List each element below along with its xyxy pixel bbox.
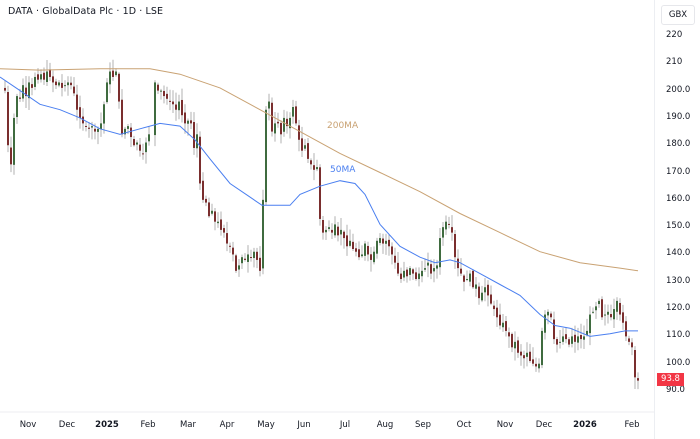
y-tick-label: 140.0: [666, 248, 691, 259]
x-tick-label: 2025: [95, 420, 119, 430]
y-tick-label: 160.0: [666, 193, 691, 204]
ma200-line: [0, 68, 639, 272]
candlestick-series: [4, 59, 639, 390]
x-tick-label: Jun: [297, 420, 311, 430]
x-tick-label: Apr: [219, 420, 235, 430]
y-tick-label: 200.0: [666, 84, 691, 95]
currency-selector[interactable]: GBX: [661, 5, 695, 25]
y-tick-label: 220: [666, 30, 683, 40]
ma50-line: [0, 76, 638, 337]
y-tick-label: 110.0: [666, 330, 691, 341]
x-tick-label: Jul: [339, 420, 351, 430]
y-tick-label: 120.0: [666, 303, 691, 314]
chart-title: DATA · GlobalData Plc · 1D · LSE: [8, 6, 164, 17]
x-tick-label: Aug: [376, 420, 394, 430]
ma50-label: 50MA: [330, 165, 356, 175]
y-tick-label: 150.0: [666, 221, 691, 232]
x-tick-label: Nov: [19, 420, 37, 430]
x-tick-label: Feb: [140, 420, 156, 430]
x-tick-label: Dec: [58, 420, 76, 430]
y-tick-label: 180.0: [666, 139, 691, 150]
x-tick-label: 2026: [573, 420, 597, 430]
last-price-label: 93.8: [657, 373, 684, 386]
price-chart[interactable]: [0, 0, 655, 439]
y-tick-label: 100.0: [666, 357, 691, 368]
ma200-label: 200MA: [327, 121, 359, 131]
x-tick-label: Dec: [535, 420, 553, 430]
x-tick-label: Oct: [456, 420, 472, 430]
x-tick-label: May: [257, 420, 275, 430]
y-tick-label: 130.0: [666, 275, 691, 286]
x-tick-label: Feb: [624, 420, 640, 430]
x-tick-label: Mar: [179, 420, 197, 430]
y-tick-label: 90.0: [666, 385, 685, 395]
y-tick-label: 190.0: [666, 111, 691, 122]
x-tick-label: Sep: [414, 420, 432, 430]
y-tick-label: 210: [666, 57, 683, 68]
y-tick-label: 170.0: [666, 166, 691, 177]
x-tick-label: Nov: [496, 420, 514, 430]
